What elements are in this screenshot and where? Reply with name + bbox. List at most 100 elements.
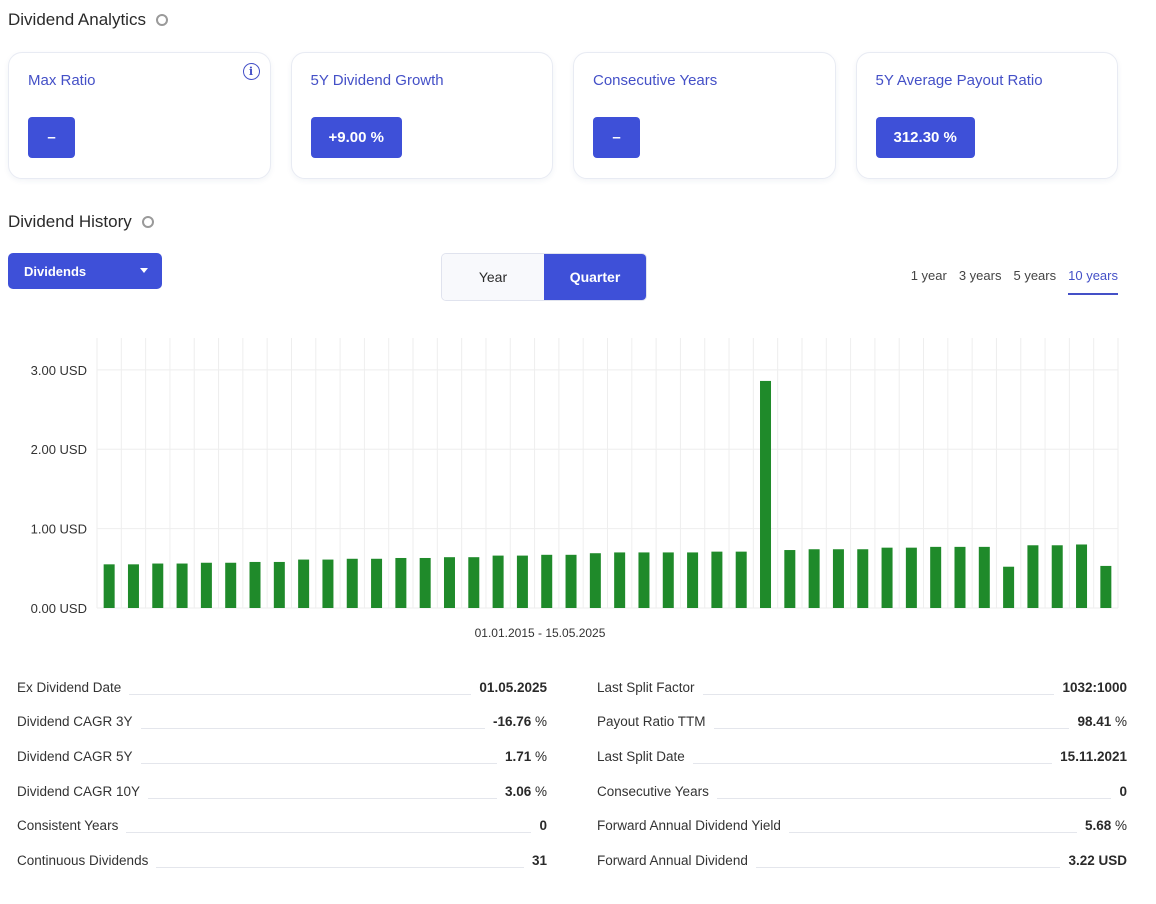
dividend-bar[interactable] — [419, 557, 431, 608]
metric-dropdown[interactable]: Dividends — [8, 253, 162, 289]
dividend-bar[interactable] — [954, 546, 966, 608]
dividend-bar[interactable] — [638, 552, 650, 608]
stat-value: 0 — [1119, 784, 1127, 799]
dividend-bar[interactable] — [152, 563, 164, 608]
dividend-bar[interactable] — [1027, 545, 1039, 608]
leader-line — [692, 762, 1053, 764]
card-value: – — [28, 117, 75, 158]
dividend-bar[interactable] — [735, 551, 747, 608]
dividend-bar[interactable] — [273, 561, 285, 608]
leader-line — [140, 762, 497, 764]
dividend-bar[interactable] — [808, 549, 820, 608]
card-title: Max Ratio — [28, 72, 96, 89]
stat-value-number: 3.06 — [504, 783, 532, 799]
stats-left-column: Ex Dividend Date 01.05.2025 Dividend CAGR … — [17, 670, 547, 878]
dividend-bar[interactable] — [468, 557, 480, 608]
stat-label: Dividend CAGR 10Y — [17, 783, 141, 799]
dividend-bar[interactable] — [832, 549, 844, 608]
dividend-bar-chart: 0.00 USD 1.00 USD 2.00 USD 3.00 USD — [31, 338, 1119, 616]
stat-row-consecutive-years: Consecutive Years 0 — [597, 774, 1127, 809]
dividend-bar[interactable] — [1100, 565, 1112, 608]
dropdown-label: Dividends — [24, 263, 87, 279]
dividend-bar[interactable] — [225, 562, 237, 608]
dividend-bar[interactable] — [443, 557, 455, 608]
dividend-bar[interactable] — [492, 555, 504, 608]
dividend-bar[interactable] — [200, 562, 212, 608]
dividend-bar[interactable] — [687, 552, 699, 608]
stat-value-number: 1.71 — [504, 748, 532, 764]
card-title: Consecutive Years — [593, 72, 718, 89]
stat-row-continuous-dividends: Continuous Dividends 31 — [17, 843, 547, 878]
dividend-bar[interactable] — [857, 549, 869, 608]
dividend-bar[interactable] — [298, 559, 310, 608]
range-5-years[interactable]: 5 years — [1013, 268, 1057, 283]
circle-icon[interactable] — [141, 216, 154, 228]
dividend-bar[interactable] — [662, 552, 674, 608]
dividend-bar[interactable] — [565, 554, 577, 608]
stat-label: Last Split Factor — [597, 679, 695, 695]
stat-value-number: 98.41 — [1077, 714, 1112, 730]
range-1-year[interactable]: 1 year — [910, 268, 947, 283]
stat-value: 3.22 USD — [1068, 853, 1127, 868]
leader-line — [148, 797, 497, 799]
dividend-bar[interactable] — [760, 380, 772, 608]
dividend-bar[interactable] — [541, 554, 553, 608]
toggle-quarter[interactable]: Quarter — [544, 254, 646, 300]
dividend-bar[interactable] — [881, 547, 893, 608]
stat-row-dividend-cagr-3y: Dividend CAGR 3Y -16.76 % — [17, 705, 547, 740]
leader-line — [713, 728, 1070, 730]
stat-value-unit: % — [531, 783, 547, 799]
leader-line — [156, 866, 524, 868]
dividend-bar[interactable] — [1076, 544, 1088, 608]
period-toggle: Year Quarter — [441, 253, 647, 301]
card-max-ratio: Max Ratio i – — [8, 52, 271, 179]
dividend-bar[interactable] — [516, 555, 528, 608]
dividend-bar[interactable] — [930, 546, 942, 608]
dividend-bar[interactable] — [784, 550, 796, 608]
stat-label: Payout Ratio TTM — [597, 714, 706, 730]
stat-label: Forward Annual Dividend Yield — [597, 818, 781, 834]
dividend-bar[interactable] — [1051, 545, 1063, 608]
dividend-bar[interactable] — [395, 557, 407, 608]
y-tick-label: 0.00 USD — [31, 601, 87, 616]
dividend-bar[interactable] — [127, 564, 139, 608]
range-selector: 1 year 3 years 5 years 10 years — [911, 268, 1118, 295]
card-value: +9.00 % — [310, 117, 402, 158]
stat-value: 1032:1000 — [1062, 680, 1127, 695]
dividend-bar[interactable] — [1003, 566, 1015, 608]
card-value: 312.30 % — [875, 117, 975, 158]
range-10-years[interactable]: 10 years — [1068, 268, 1118, 295]
dividend-bar[interactable] — [249, 561, 261, 608]
dividend-bar[interactable] — [614, 552, 626, 608]
toggle-year[interactable]: Year — [442, 254, 544, 300]
card-consecutive-years: Consecutive Years – — [573, 52, 836, 179]
caret-down-icon — [140, 268, 148, 273]
stat-value: 01.05.2025 — [479, 680, 547, 695]
info-icon[interactable]: i — [242, 63, 260, 80]
dividend-bar[interactable] — [905, 547, 917, 608]
stat-row-consistent-years: Consistent Years 0 — [17, 808, 547, 843]
dividend-bar[interactable] — [346, 558, 358, 608]
leader-line — [129, 693, 472, 695]
range-3-years[interactable]: 3 years — [958, 268, 1002, 283]
card-value: – — [593, 117, 640, 158]
dividend-bar[interactable] — [711, 551, 723, 608]
dividend-bar[interactable] — [589, 553, 601, 608]
dividend-bar[interactable] — [978, 546, 990, 608]
dividend-bar[interactable] — [176, 563, 188, 608]
stat-label: Consistent Years — [17, 818, 119, 834]
dividend-bar[interactable] — [371, 558, 383, 608]
date-range-label: 01.01.2015 - 15.05.2025 — [474, 626, 606, 640]
circle-icon[interactable] — [155, 14, 168, 26]
stat-label: Dividend CAGR 5Y — [17, 748, 133, 764]
stat-label: Continuous Dividends — [17, 852, 149, 868]
leader-line — [140, 728, 485, 730]
dividend-bar[interactable] — [103, 564, 115, 608]
stat-value-number: 0 — [539, 818, 547, 834]
stat-value: 5.68 % — [1085, 818, 1127, 833]
leader-line — [788, 832, 1077, 834]
stat-value-unit: % — [1111, 818, 1127, 834]
leader-line — [716, 797, 1112, 799]
stat-row-last-split-factor: Last Split Factor 1032:1000 — [597, 670, 1127, 705]
dividend-bar[interactable] — [322, 559, 334, 608]
